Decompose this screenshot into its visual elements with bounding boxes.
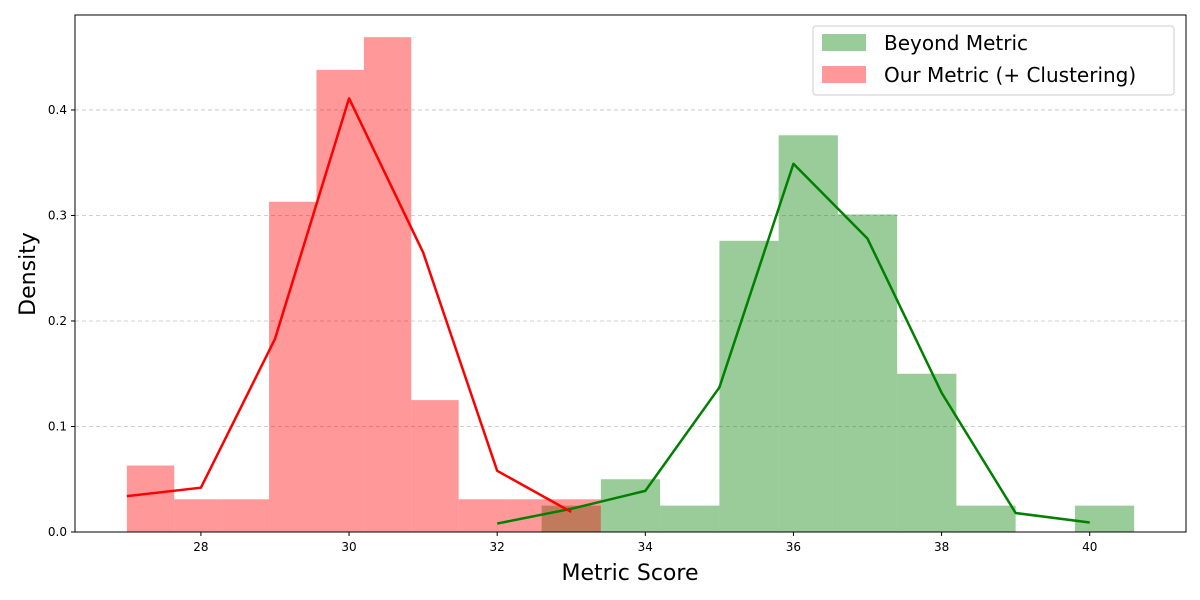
y-tick-label: 0.1 (48, 419, 67, 433)
histogram-bar (897, 373, 957, 532)
plot-frame (74, 14, 1187, 533)
histogram-bar (316, 69, 364, 533)
x-tick-label: 38 (934, 540, 949, 554)
legend: Beyond Metric Our Metric (+ Clustering) (812, 25, 1175, 96)
legend-swatch-beyond-metric (822, 34, 866, 51)
histogram-bar (719, 240, 779, 532)
x-tick-label: 34 (638, 540, 653, 554)
histogram-bar (126, 465, 175, 532)
x-tick-label: 40 (1082, 540, 1097, 554)
histogram-bar (363, 37, 412, 533)
histogram-bar (837, 214, 898, 532)
histogram-bar (956, 505, 1016, 532)
density-curves (126, 97, 1090, 525)
histogram-bar (174, 499, 222, 532)
x-axis-label: Metric Score (561, 561, 698, 586)
histogram-bar (221, 499, 270, 532)
histogram-bar (660, 505, 720, 532)
histogram-bar (269, 201, 317, 533)
grid-lines (75, 109, 1186, 427)
histogram-bar (600, 479, 661, 532)
density-curve-line (126, 97, 572, 514)
legend-label-our-metric: Our Metric (+ Clustering) (884, 63, 1136, 87)
y-axis-ticks: 0.0 0.1 0.2 0.3 0.4 (48, 103, 75, 539)
x-tick-label: 36 (786, 540, 801, 554)
y-axis-label: Density (16, 232, 41, 316)
y-tick-label: 0.0 (48, 525, 67, 539)
histogram-bar (778, 135, 838, 533)
histogram-bars (126, 37, 1135, 533)
legend-label-beyond-metric: Beyond Metric (884, 31, 1028, 55)
histogram-bar (506, 499, 554, 532)
histogram-bar (1074, 505, 1135, 532)
x-tick-label: 30 (341, 540, 356, 554)
x-tick-label: 28 (193, 540, 208, 554)
y-tick-label: 0.2 (48, 314, 67, 328)
legend-box (812, 25, 1175, 96)
x-tick-label: 32 (490, 540, 505, 554)
y-tick-label: 0.3 (48, 208, 67, 222)
density-curve-line (496, 162, 1090, 525)
y-tick-label: 0.4 (48, 103, 67, 117)
histogram-bar (411, 400, 459, 532)
x-axis-ticks: 28 30 32 34 36 38 40 (193, 532, 1097, 554)
legend-swatch-our-metric (822, 66, 866, 83)
histogram-bar (458, 499, 507, 532)
